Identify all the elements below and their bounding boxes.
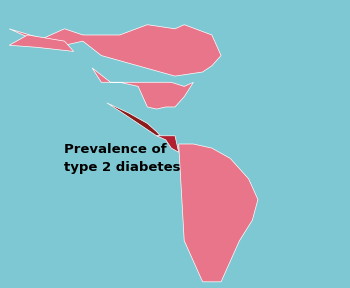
Polygon shape [107,103,160,136]
Polygon shape [92,68,194,109]
Polygon shape [9,25,221,76]
Text: Prevalence of
type 2 diabetes: Prevalence of type 2 diabetes [64,143,181,174]
Polygon shape [9,35,74,52]
Polygon shape [156,136,179,152]
Polygon shape [179,144,258,282]
